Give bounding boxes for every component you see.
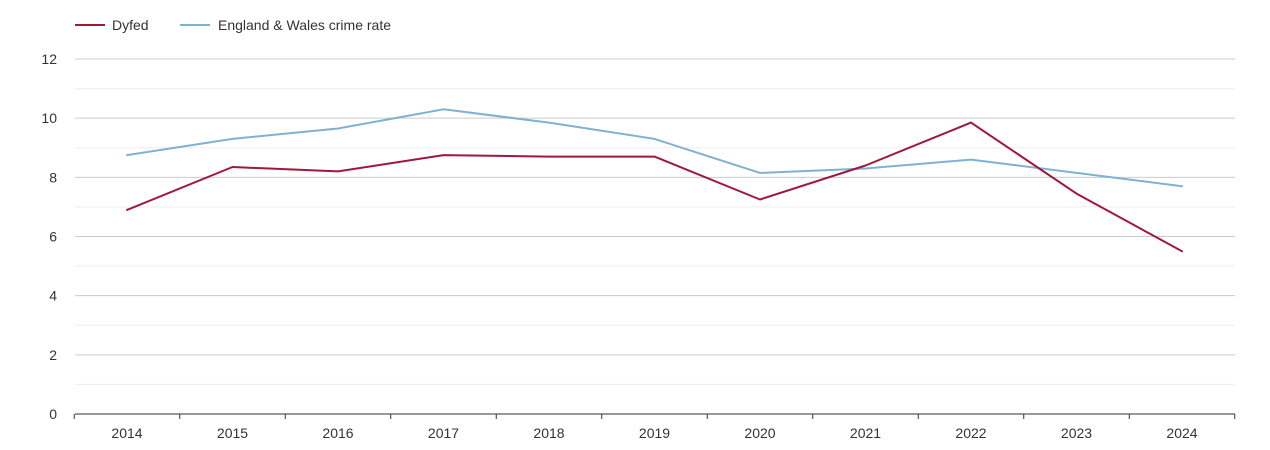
y-tick-label: 6 xyxy=(49,229,57,245)
x-tick-label: 2020 xyxy=(744,425,775,441)
series-line-england-wales-crime-rate xyxy=(126,108,1183,188)
x-tick-label: 2018 xyxy=(533,425,564,441)
y-tick-label: 2 xyxy=(49,347,57,363)
x-tick-label: 2019 xyxy=(639,425,670,441)
x-tick-label: 2024 xyxy=(1166,425,1197,441)
legend-item-england-wales[interactable]: England & Wales crime rate xyxy=(180,17,391,33)
x-tick-label: 2023 xyxy=(1061,425,1092,441)
x-tick-label: 2016 xyxy=(322,425,353,441)
legend-item-dyfed[interactable]: Dyfed xyxy=(75,17,149,33)
x-tick-label: 2022 xyxy=(955,425,986,441)
x-tick-label: 2014 xyxy=(111,425,142,441)
y-axis-ticks: 0 2 4 6 8 10 12 xyxy=(41,51,57,422)
x-tick-label: 2021 xyxy=(850,425,881,441)
y-tick-label: 10 xyxy=(41,110,57,126)
series-line-dyfed xyxy=(126,121,1183,253)
y-tick-label: 4 xyxy=(49,288,57,304)
series-lines xyxy=(126,108,1183,253)
gridlines xyxy=(75,58,1235,385)
legend: Dyfed England & Wales crime rate xyxy=(75,17,391,33)
x-axis: 2014 2015 2016 2017 2018 2019 2020 2021 2022 2023… xyxy=(73,413,1236,441)
y-tick-label: 12 xyxy=(41,51,57,67)
x-tick-label: 2015 xyxy=(217,425,248,441)
y-tick-label: 0 xyxy=(49,406,57,422)
legend-label-dyfed: Dyfed xyxy=(112,17,149,33)
legend-label-england-wales: England & Wales crime rate xyxy=(218,17,391,33)
y-tick-label: 8 xyxy=(49,169,57,185)
x-tick-label: 2017 xyxy=(428,425,459,441)
